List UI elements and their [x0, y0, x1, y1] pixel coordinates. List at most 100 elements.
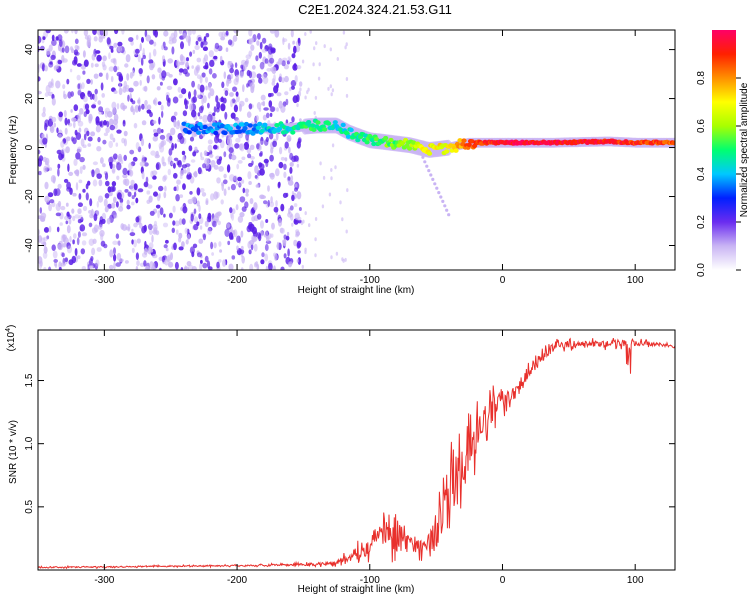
- noise-dot: [74, 51, 80, 56]
- noise-dot: [135, 265, 139, 270]
- noise-dot: [117, 192, 122, 200]
- noise-dot: [113, 42, 118, 48]
- noise-dot: [344, 45, 347, 50]
- x-tick-label: 0: [500, 275, 506, 286]
- noise-dot: [132, 70, 135, 77]
- noise-dot: [344, 257, 347, 262]
- noise-dot: [53, 259, 58, 263]
- noise-dot: [111, 169, 116, 173]
- signal-point: [348, 127, 354, 133]
- noise-dot: [231, 255, 236, 260]
- noise-dot: [149, 62, 154, 71]
- noise-dot: [245, 58, 249, 65]
- noise-dot: [271, 78, 275, 83]
- noise-dot: [49, 199, 55, 204]
- noise-dot: [98, 179, 103, 187]
- noise-dot: [66, 242, 71, 250]
- noise-dot: [71, 255, 77, 264]
- noise-dot: [129, 149, 135, 155]
- noise-dot: [245, 132, 250, 141]
- noise-dot: [297, 250, 301, 254]
- noise-dot: [249, 144, 255, 150]
- noise-dot: [276, 92, 282, 97]
- noise-dot: [125, 54, 131, 63]
- noise-dot: [278, 73, 283, 82]
- noise-dot: [274, 253, 278, 261]
- noise-dot: [204, 61, 209, 70]
- noise-dot: [249, 198, 254, 205]
- spectrogram-marks: [38, 30, 675, 270]
- noise-dot: [172, 220, 176, 226]
- noise-dot: [173, 172, 178, 179]
- noise-dot: [201, 97, 204, 106]
- noise-dot: [180, 41, 184, 50]
- noise-dot: [258, 145, 262, 151]
- noise-dot: [447, 213, 451, 217]
- noise-dot: [199, 263, 203, 270]
- noise-dot: [109, 124, 116, 131]
- noise-dot: [163, 30, 169, 37]
- noise-dot: [62, 138, 67, 144]
- noise-dot: [95, 120, 101, 126]
- noise-dot: [155, 150, 159, 157]
- noise-dot: [270, 233, 274, 238]
- noise-dot: [118, 80, 122, 89]
- noise-dot: [284, 157, 288, 162]
- noise-dot: [196, 94, 201, 99]
- noise-dot: [188, 145, 193, 152]
- noise-dot: [301, 264, 304, 269]
- noise-dot: [50, 54, 56, 61]
- noise-dot: [86, 78, 91, 84]
- noise-dot: [331, 88, 335, 93]
- noise-dot: [224, 111, 228, 120]
- y-tick-label: -20: [24, 189, 35, 204]
- noise-dot: [269, 201, 275, 208]
- noise-dot: [116, 103, 120, 110]
- noise-dot: [144, 240, 147, 248]
- noise-dot: [42, 36, 46, 40]
- noise-dot: [161, 156, 165, 165]
- noise-dot: [163, 174, 168, 181]
- noise-dot: [248, 181, 252, 185]
- noise-dot: [217, 138, 222, 143]
- noise-dot: [281, 60, 286, 67]
- noise-dot: [44, 65, 48, 72]
- noise-dot: [135, 48, 140, 54]
- noise-dot: [304, 211, 307, 216]
- noise-dot: [264, 243, 269, 252]
- noise-dot: [250, 44, 255, 51]
- noise-dot: [72, 215, 76, 222]
- signal-point: [345, 134, 352, 139]
- colorbar: [712, 30, 736, 270]
- noise-dot: [276, 241, 280, 250]
- noise-dot: [267, 199, 271, 208]
- noise-dot: [217, 220, 221, 226]
- noise-dot: [123, 130, 128, 137]
- noise-dot: [130, 98, 134, 103]
- snr-frame: [37, 329, 676, 571]
- noise-dot: [304, 32, 307, 36]
- noise-dot: [93, 73, 99, 79]
- noise-dot: [59, 39, 63, 47]
- noise-dot: [72, 59, 78, 66]
- noise-dot: [56, 127, 59, 134]
- noise-dot: [190, 213, 194, 222]
- noise-dot: [120, 223, 125, 230]
- noise-dot: [80, 138, 85, 147]
- x-tick-label: 0: [500, 575, 506, 586]
- noise-dot: [79, 108, 84, 115]
- noise-dot: [215, 107, 220, 113]
- noise-dot: [165, 247, 169, 252]
- noise-dot: [295, 41, 299, 46]
- noise-dot: [238, 182, 242, 187]
- noise-dot: [254, 175, 258, 179]
- noise-dot: [224, 228, 230, 237]
- noise-dot: [70, 91, 74, 97]
- noise-dot: [91, 104, 97, 109]
- noise-dot: [160, 129, 164, 133]
- noise-dot: [219, 249, 223, 253]
- noise-dot: [149, 210, 155, 216]
- noise-dot: [135, 252, 139, 260]
- noise-dot: [110, 48, 114, 53]
- signal-point: [460, 142, 466, 147]
